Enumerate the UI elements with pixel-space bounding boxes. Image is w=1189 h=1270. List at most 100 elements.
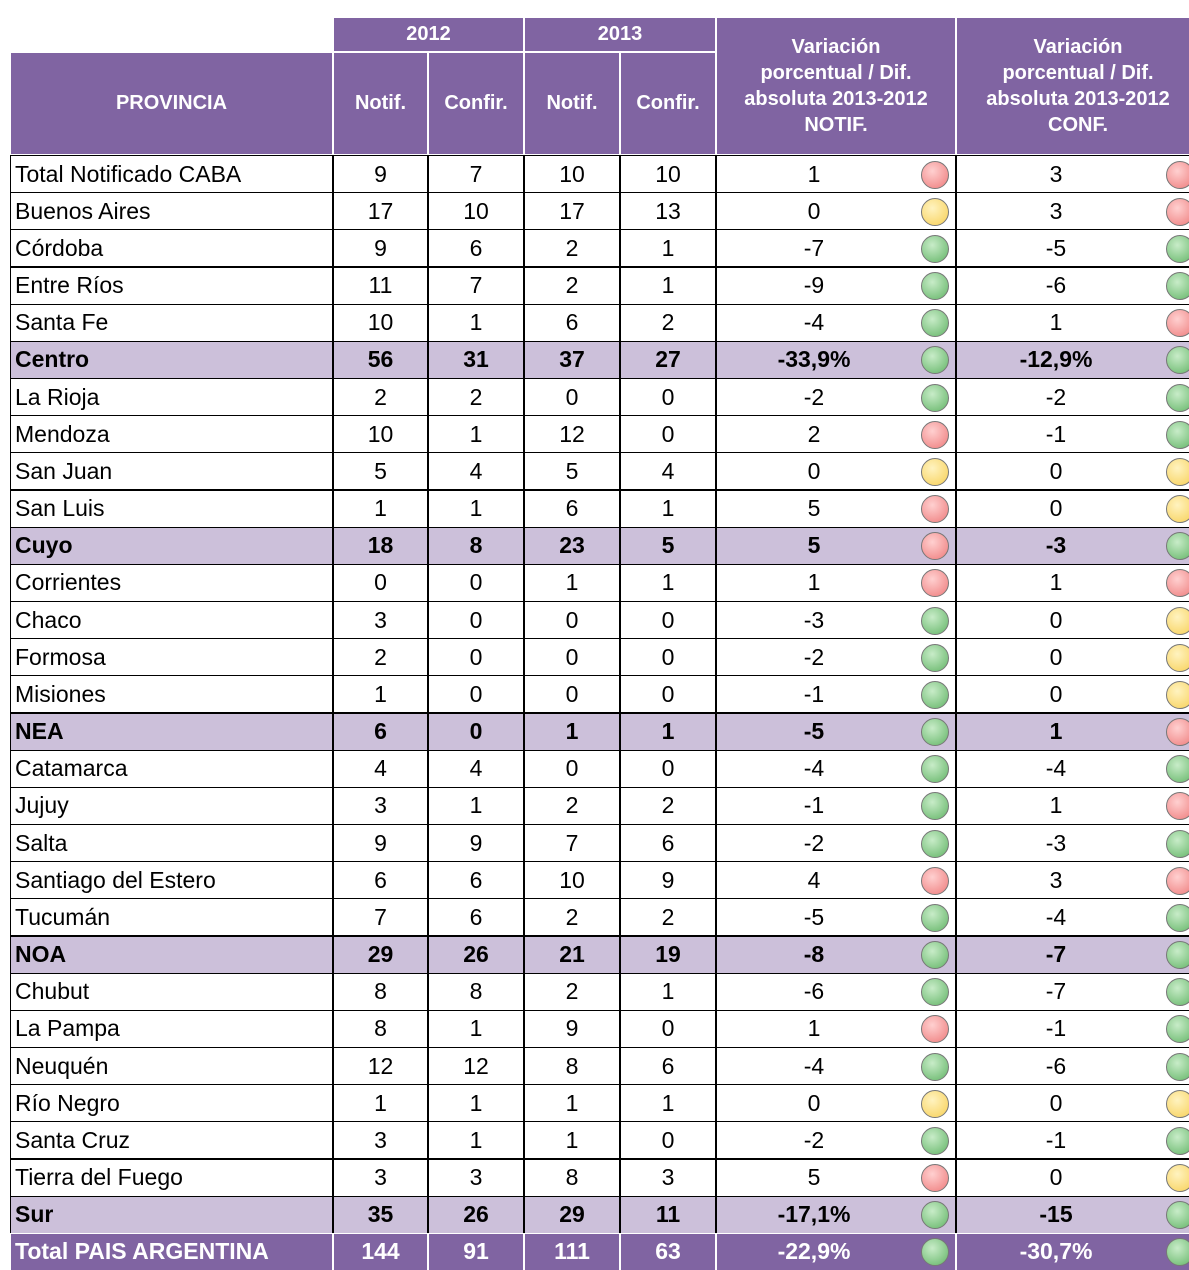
value-cell: 1 bbox=[620, 229, 716, 268]
province-name: Misiones bbox=[10, 675, 333, 714]
province-name: Neuquén bbox=[10, 1047, 333, 1086]
value-cell: 0 bbox=[956, 675, 1189, 714]
value-cell: 10 bbox=[428, 192, 524, 231]
value-cell: 0 bbox=[524, 638, 620, 677]
value-cell: 2 bbox=[333, 638, 428, 677]
value-cell: -15 bbox=[956, 1195, 1189, 1234]
value-cell: 1 bbox=[333, 675, 428, 714]
province-name: Tierra del Fuego bbox=[10, 1158, 333, 1197]
value-cell: 1 bbox=[956, 712, 1189, 751]
value-cell: 0 bbox=[620, 601, 716, 640]
value-cell: 11 bbox=[620, 1195, 716, 1234]
status-indicator bbox=[921, 1201, 949, 1230]
value-cell: -17,1% bbox=[716, 1195, 956, 1234]
status-indicator bbox=[921, 755, 949, 784]
sub-header: Confir. bbox=[428, 52, 524, 155]
value-cell: -1 bbox=[956, 1009, 1189, 1048]
value-cell: -7 bbox=[716, 229, 956, 268]
value-cell: -3 bbox=[716, 601, 956, 640]
header-line: CONF. bbox=[1048, 114, 1108, 136]
value-cell: 1 bbox=[428, 786, 524, 825]
value-cell: 10 bbox=[333, 303, 428, 342]
province-name: Tucumán bbox=[10, 898, 333, 937]
header-line: absoluta 2013-2012 bbox=[744, 88, 928, 110]
value-cell: 0 bbox=[620, 749, 716, 788]
value-cell: -1 bbox=[716, 786, 956, 825]
value-cell: -2 bbox=[716, 638, 956, 677]
value-cell: 8 bbox=[428, 972, 524, 1011]
value-cell: 10 bbox=[524, 155, 620, 194]
province-name: Total Notificado CABA bbox=[10, 155, 333, 194]
value-cell: -7 bbox=[956, 935, 1189, 974]
status-indicator bbox=[921, 680, 949, 709]
value-cell: 23 bbox=[524, 526, 620, 565]
value-cell: 11 bbox=[333, 266, 428, 305]
value-cell: 2 bbox=[524, 898, 620, 937]
value-cell: 3 bbox=[428, 1158, 524, 1197]
province-name: Total PAIS ARGENTINA bbox=[10, 1232, 333, 1270]
status-indicator bbox=[921, 272, 949, 301]
status-indicator bbox=[1166, 420, 1189, 449]
value-cell: 29 bbox=[524, 1195, 620, 1234]
sub-header: Notif. bbox=[333, 52, 428, 155]
value-cell: 5 bbox=[620, 526, 716, 565]
value-cell: 3 bbox=[620, 1158, 716, 1197]
value-cell: 6 bbox=[524, 489, 620, 528]
value-cell: 2 bbox=[620, 898, 716, 937]
value-cell: 0 bbox=[956, 1158, 1189, 1197]
value-cell: -6 bbox=[956, 1047, 1189, 1086]
status-indicator bbox=[1166, 569, 1189, 598]
province-name: NEA bbox=[10, 712, 333, 751]
value-cell: 1 bbox=[333, 1084, 428, 1123]
value-cell: 17 bbox=[524, 192, 620, 231]
province-name: Buenos Aires bbox=[10, 192, 333, 231]
province-name: Cuyo bbox=[10, 526, 333, 565]
value-cell: -6 bbox=[716, 972, 956, 1011]
value-cell: 0 bbox=[620, 1009, 716, 1048]
value-cell: 12 bbox=[524, 415, 620, 454]
value-cell: 4 bbox=[620, 452, 716, 491]
value-cell: 0 bbox=[428, 601, 524, 640]
value-cell: 0 bbox=[956, 452, 1189, 491]
value-cell: 63 bbox=[620, 1232, 716, 1270]
province-header: PROVINCIA bbox=[10, 52, 333, 155]
value-cell: 37 bbox=[524, 340, 620, 379]
value-cell: 0 bbox=[524, 749, 620, 788]
value-cell: 6 bbox=[620, 1047, 716, 1086]
value-cell: 9 bbox=[620, 861, 716, 900]
status-indicator bbox=[921, 457, 949, 486]
status-indicator bbox=[1166, 495, 1189, 524]
value-cell: 1 bbox=[620, 972, 716, 1011]
value-cell: 21 bbox=[524, 935, 620, 974]
value-cell: 9 bbox=[333, 155, 428, 194]
status-indicator bbox=[921, 866, 949, 895]
value-cell: 4 bbox=[428, 452, 524, 491]
value-cell: 12 bbox=[333, 1047, 428, 1086]
value-cell: 19 bbox=[620, 935, 716, 974]
province-name: Salta bbox=[10, 824, 333, 863]
status-indicator bbox=[921, 495, 949, 524]
value-cell: 3 bbox=[956, 192, 1189, 231]
value-cell: 2 bbox=[716, 415, 956, 454]
value-cell: 6 bbox=[620, 824, 716, 863]
province-name: Mendoza bbox=[10, 415, 333, 454]
status-indicator bbox=[1166, 383, 1189, 412]
value-cell: -1 bbox=[956, 1121, 1189, 1160]
value-cell: 5 bbox=[716, 489, 956, 528]
value-cell: 31 bbox=[428, 340, 524, 379]
value-cell: 1 bbox=[428, 303, 524, 342]
header-line: Variación bbox=[1033, 36, 1123, 58]
value-cell: 0 bbox=[956, 489, 1189, 528]
value-cell: -6 bbox=[956, 266, 1189, 305]
value-cell: -5 bbox=[956, 229, 1189, 268]
value-cell: 3 bbox=[333, 1121, 428, 1160]
status-indicator bbox=[921, 309, 949, 338]
value-cell: 1 bbox=[333, 489, 428, 528]
header-line: NOTIF. bbox=[804, 114, 868, 136]
value-cell: 13 bbox=[620, 192, 716, 231]
status-indicator bbox=[1166, 866, 1189, 895]
value-cell: 1 bbox=[716, 1009, 956, 1048]
value-cell: -4 bbox=[956, 898, 1189, 937]
province-name: Santa Cruz bbox=[10, 1121, 333, 1160]
value-cell: 26 bbox=[428, 1195, 524, 1234]
